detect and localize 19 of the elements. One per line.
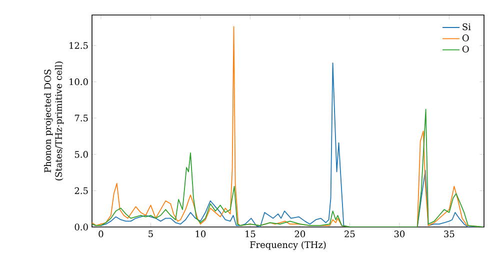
y-tick-label: 12.5	[70, 42, 88, 49]
x-tick-label: 5	[148, 230, 153, 238]
y-tick-label: 2.5	[74, 187, 88, 194]
legend-label: O	[462, 34, 469, 42]
x-tick-label: 10	[196, 230, 206, 238]
y-tick-label: 5.0	[74, 151, 88, 158]
y-tick-label: 10.0	[70, 78, 88, 86]
x-tick-label: 0	[98, 230, 104, 238]
x-tick-label: 20	[294, 230, 306, 238]
y-tick-label: 7.5	[74, 114, 88, 122]
x-tick-label: 15	[246, 230, 256, 238]
x-tick-label: 25	[344, 230, 355, 238]
x-tick-label: 30	[394, 230, 405, 238]
y-tick-label: 0.0	[74, 224, 88, 230]
legend-label: Si	[462, 23, 471, 30]
legend-label: O	[462, 46, 469, 52]
x-axis-title: Frequency (THz)	[250, 241, 326, 250]
x-tick-label: 35	[444, 230, 454, 238]
y-axis-title: Phonon projected DOS (States/THz·primitive cell)	[44, 62, 64, 180]
